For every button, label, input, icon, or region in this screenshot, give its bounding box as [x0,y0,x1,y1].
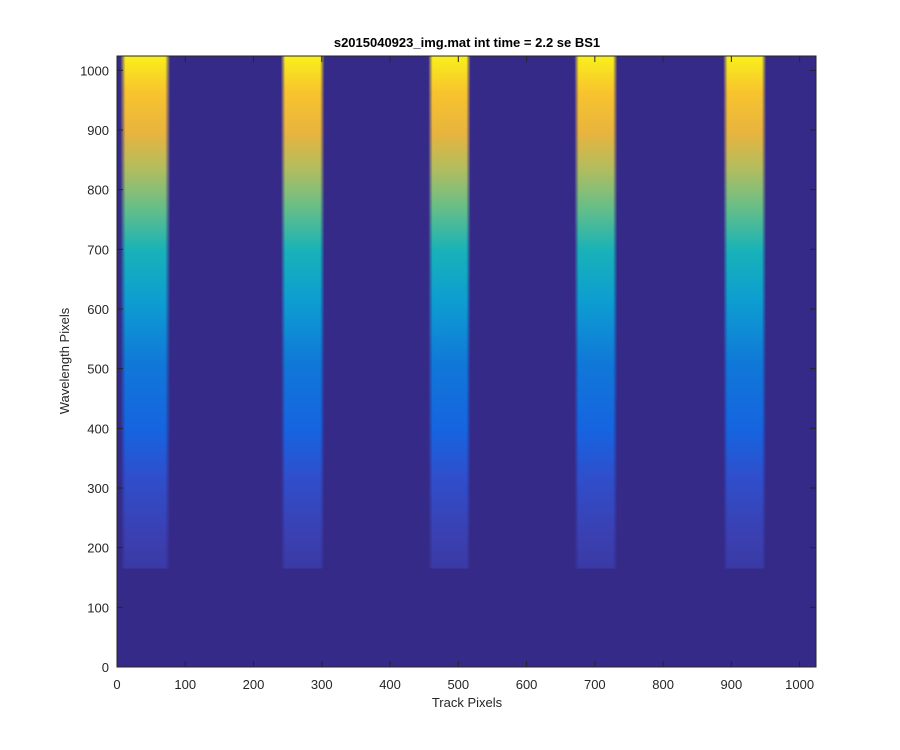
y-tick-label: 500 [87,362,109,377]
x-tick-label: 800 [652,677,674,692]
x-tick-label: 600 [516,677,538,692]
x-tick-label: 200 [243,677,265,692]
y-tick-label: 700 [87,242,109,257]
band-5 [723,56,767,569]
x-tick-label: 300 [311,677,333,692]
chart-title: s2015040923_img.mat int time = 2.2 se BS… [334,35,600,50]
x-tick-label: 700 [584,677,606,692]
band-3 [428,56,471,569]
band-4 [574,56,618,569]
axes-box [116,55,817,668]
x-tick-label: 400 [379,677,401,692]
y-tick-label: 800 [87,183,109,198]
y-tick-label: 600 [87,302,109,317]
x-tick-label: 1000 [785,677,814,692]
y-axis: 0 100 200 300 400 500 600 700 800 900 1000 [80,63,816,675]
band-1 [120,56,171,569]
y-tick-label: 1000 [80,63,109,78]
y-tick-label: 300 [87,481,109,496]
x-tick-label: 0 [113,677,120,692]
y-tick-label: 100 [87,600,109,615]
band-2 [280,56,325,569]
x-tick-label: 900 [721,677,743,692]
y-tick-label: 400 [87,421,109,436]
x-axis: 0 100 200 300 400 500 600 700 800 900 1000 [113,56,814,692]
x-axis-label: Track Pixels [432,695,503,710]
y-axis-label: Wavelength Pixels [57,307,72,414]
y-tick-label: 200 [87,541,109,556]
y-tick-label: 900 [87,123,109,138]
x-tick-label: 500 [447,677,469,692]
plot-area [116,55,817,668]
bands-layer [120,56,767,569]
y-tick-label: 0 [102,660,109,675]
x-tick-label: 100 [174,677,196,692]
